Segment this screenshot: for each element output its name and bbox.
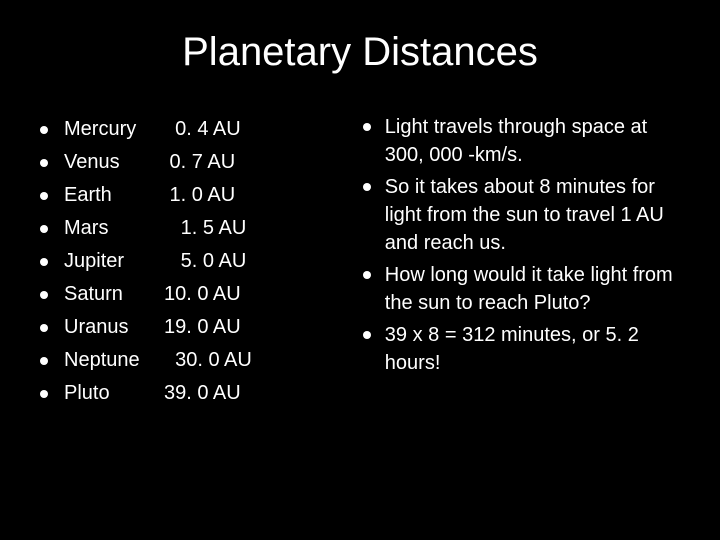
fact-item: How long would it take light from the su… <box>363 261 680 317</box>
bullet-icon <box>40 126 48 134</box>
planet-distance: 0. 7 AU <box>164 146 333 179</box>
planet-distance: 30. 0 AU <box>164 344 333 377</box>
planet-distance: 19. 0 AU <box>164 311 333 344</box>
bullet-icon <box>363 271 371 279</box>
planet-name: Jupiter <box>64 245 164 278</box>
planet-distance: 10. 0 AU <box>164 278 333 311</box>
planet-name: Mercury <box>64 113 164 146</box>
bullet-icon <box>40 291 48 299</box>
bullet-icon <box>40 192 48 200</box>
planet-distance: 39. 0 AU <box>164 377 333 410</box>
fact-item: Light travels through space at 300, 000 … <box>363 113 680 169</box>
content-columns: Mercury Venus Earth Mars Jupiter Saturn … <box>40 113 680 410</box>
bullet-icon <box>40 258 48 266</box>
planet-values-column: 0. 4 AU 0. 7 AU 1. 0 AU 1. 5 AU 5. 0 AU … <box>164 113 333 410</box>
bullet-icon <box>363 331 371 339</box>
fact-text: Light travels through space at 300, 000 … <box>385 113 680 169</box>
fact-text: So it takes about 8 minutes for light fr… <box>385 173 680 257</box>
bullet-column <box>40 113 64 410</box>
planet-name: Mars <box>64 212 164 245</box>
planet-distance: 5. 0 AU <box>164 245 333 278</box>
fact-text: 39 x 8 = 312 minutes, or 5. 2 hours! <box>385 321 680 377</box>
planet-name: Venus <box>64 146 164 179</box>
right-column: Light travels through space at 300, 000 … <box>363 113 680 410</box>
slide: Planetary Distances Mercury Venus <box>0 0 720 540</box>
bullet-icon <box>40 324 48 332</box>
planet-name: Pluto <box>64 377 164 410</box>
fact-item: 39 x 8 = 312 minutes, or 5. 2 hours! <box>363 321 680 377</box>
slide-title: Planetary Distances <box>40 30 680 75</box>
planet-name: Uranus <box>64 311 164 344</box>
bullet-icon <box>40 390 48 398</box>
planet-distance: 1. 0 AU <box>164 179 333 212</box>
planet-names-column: Mercury Venus Earth Mars Jupiter Saturn … <box>64 113 164 410</box>
planet-name: Neptune <box>64 344 164 377</box>
bullet-icon <box>40 159 48 167</box>
bullet-icon <box>40 357 48 365</box>
planet-distance: 0. 4 AU <box>164 113 333 146</box>
bullet-icon <box>363 183 371 191</box>
left-column: Mercury Venus Earth Mars Jupiter Saturn … <box>40 113 333 410</box>
planet-table: Mercury Venus Earth Mars Jupiter Saturn … <box>40 113 333 410</box>
planet-name: Saturn <box>64 278 164 311</box>
bullet-icon <box>40 225 48 233</box>
planet-distance: 1. 5 AU <box>164 212 333 245</box>
bullet-icon <box>363 123 371 131</box>
facts-list: Light travels through space at 300, 000 … <box>363 113 680 377</box>
planet-name: Earth <box>64 179 164 212</box>
fact-text: How long would it take light from the su… <box>385 261 680 317</box>
fact-item: So it takes about 8 minutes for light fr… <box>363 173 680 257</box>
